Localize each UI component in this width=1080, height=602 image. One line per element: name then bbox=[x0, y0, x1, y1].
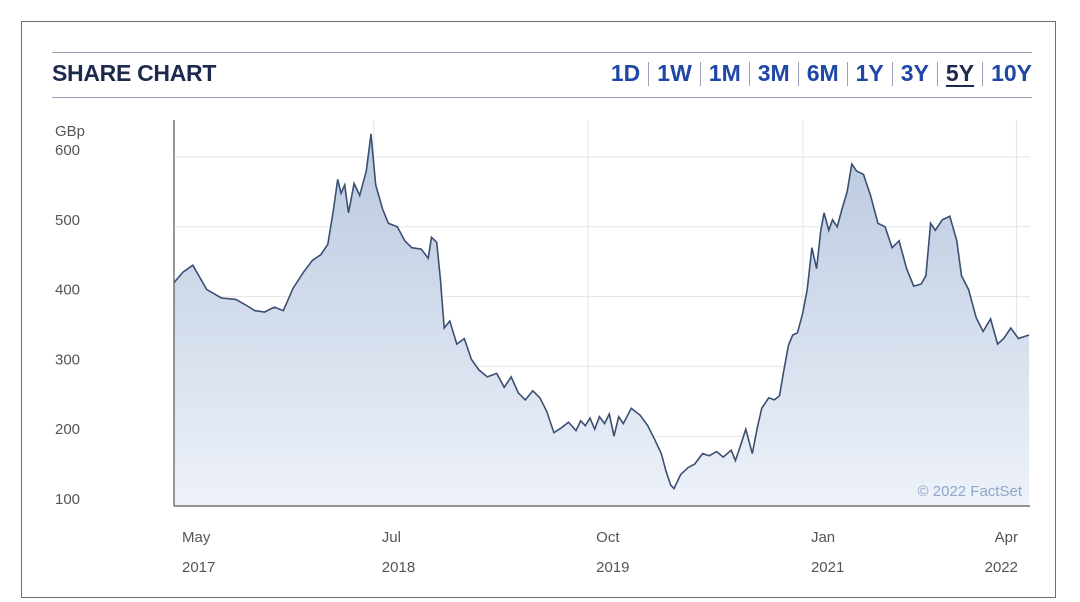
x-tick-year-label: 2018 bbox=[382, 559, 415, 576]
range-selector: 1D 1W 1M 3M 6M 1Y 3Y 5Y 10Y bbox=[603, 60, 1032, 87]
price-area-fill bbox=[174, 134, 1030, 506]
y-tick-labels: 100 200 300 400 500 600 bbox=[55, 142, 80, 508]
y-tick-label: 300 bbox=[55, 351, 80, 368]
data-source-credit: © 2022 FactSet bbox=[918, 483, 1023, 500]
y-tick-label: 500 bbox=[55, 212, 80, 229]
range-3y-link[interactable]: 3Y bbox=[900, 60, 929, 86]
price-line bbox=[173, 133, 1030, 491]
range-5y-link[interactable]: 5Y bbox=[945, 60, 975, 86]
x-tick-year-label: 2021 bbox=[811, 559, 844, 576]
y-tick-label: 200 bbox=[55, 421, 80, 438]
x-tick-month-label: Apr bbox=[995, 529, 1018, 546]
x-tick-year-label: 2022 bbox=[985, 559, 1018, 576]
range-1d-link[interactable]: 1D bbox=[610, 60, 641, 86]
y-tick-label: 100 bbox=[55, 491, 80, 508]
y-tick-label: 400 bbox=[55, 282, 80, 299]
x-tick-year-label: 2019 bbox=[596, 559, 629, 576]
x-tick-month-label: Jul bbox=[382, 529, 401, 546]
range-10y-link[interactable]: 10Y bbox=[991, 60, 1032, 86]
chart-title: SHARE CHART bbox=[52, 60, 217, 86]
range-separator bbox=[891, 61, 893, 86]
range-separator bbox=[648, 61, 650, 86]
y-axis-unit-label: GBp bbox=[55, 123, 85, 140]
x-tick-month-label: May bbox=[182, 529, 211, 546]
x-tick-month-label: Oct bbox=[596, 529, 620, 546]
x-tick-year-label: 2017 bbox=[182, 559, 215, 576]
range-separator bbox=[846, 61, 848, 86]
y-tick-label: 600 bbox=[55, 142, 80, 159]
range-6m-link[interactable]: 6M bbox=[806, 60, 839, 86]
range-3m-link[interactable]: 3M bbox=[757, 60, 790, 86]
range-1w-link[interactable]: 1W bbox=[657, 60, 692, 86]
range-separator bbox=[748, 61, 750, 86]
header-bottom-rule bbox=[52, 97, 1032, 98]
x-tick-month-label: Jan bbox=[811, 529, 835, 546]
range-1m-link[interactable]: 1M bbox=[708, 60, 741, 86]
x-tick-labels: May 2017 Jul 2018 Oct 2019 Jan 2021 Apr 2022 bbox=[182, 529, 1018, 576]
range-separator bbox=[936, 61, 938, 86]
header-top-rule bbox=[52, 52, 1032, 53]
range-separator bbox=[797, 61, 799, 86]
range-1y-link[interactable]: 1Y bbox=[855, 60, 884, 86]
range-separator bbox=[982, 61, 984, 86]
range-separator bbox=[699, 61, 701, 86]
